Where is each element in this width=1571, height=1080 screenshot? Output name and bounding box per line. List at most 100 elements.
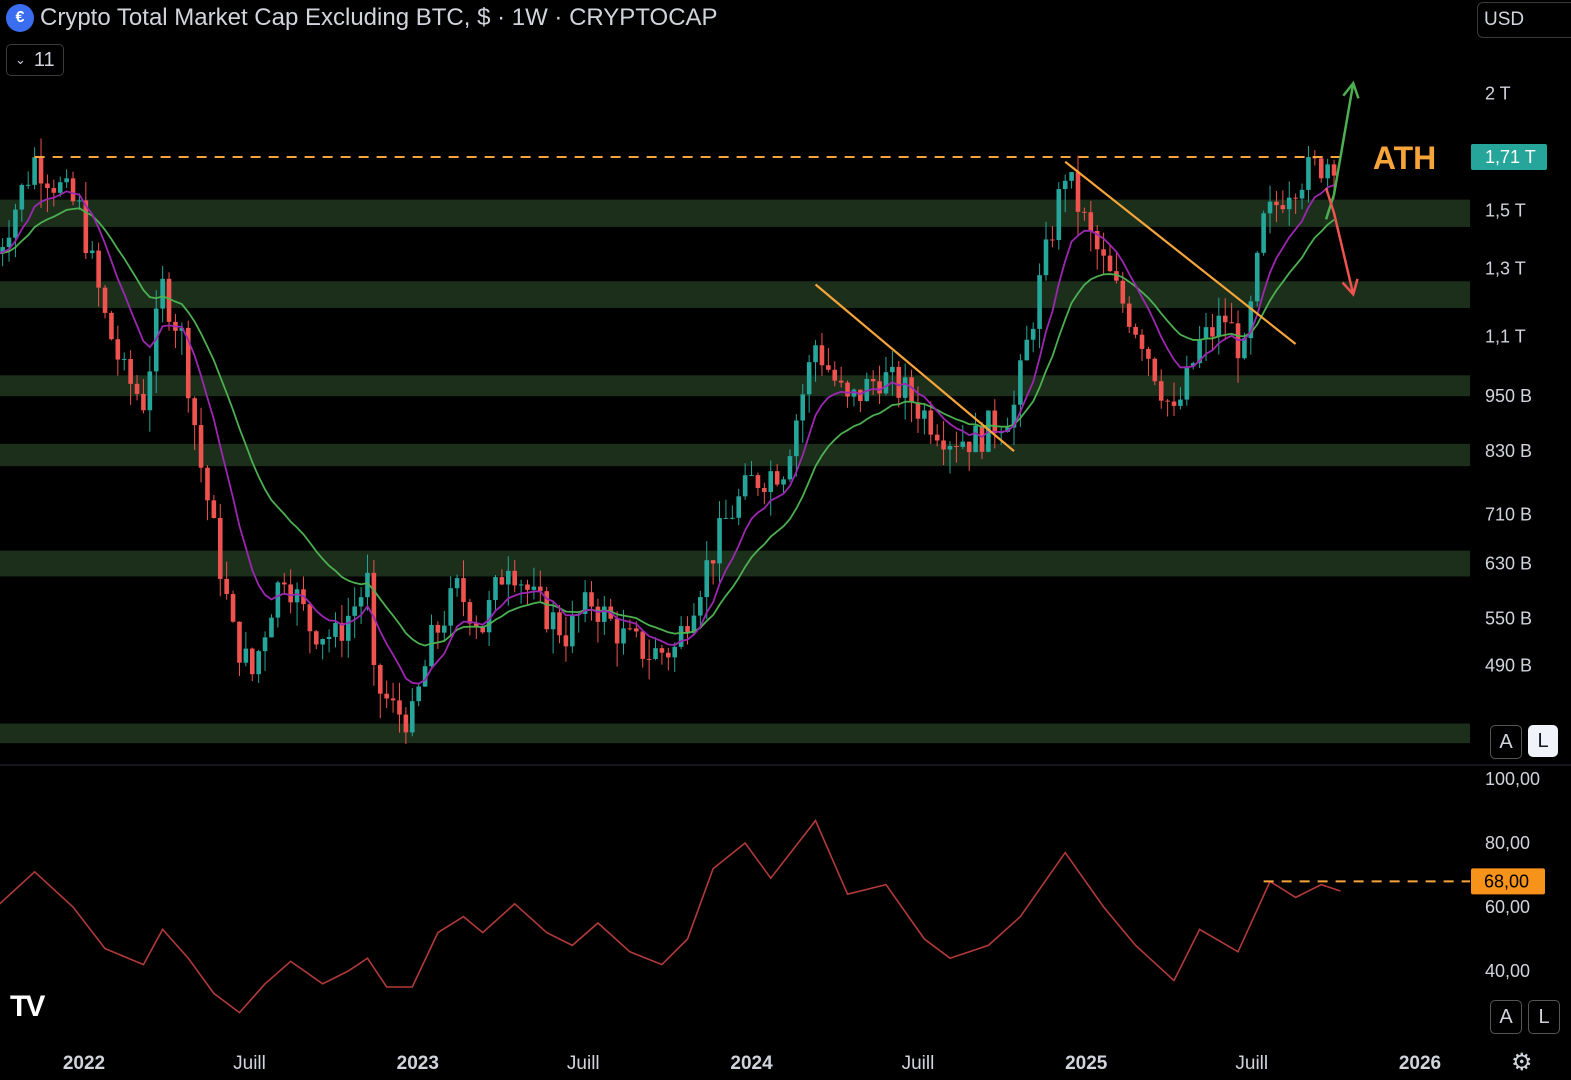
auto-scale-button-rsi[interactable]: A	[1490, 1000, 1522, 1034]
candle-body	[32, 157, 37, 185]
candle-body	[441, 625, 447, 633]
candle-body	[243, 648, 249, 663]
candle-body	[947, 446, 953, 450]
candle-body	[762, 488, 767, 493]
log-scale-button-rsi[interactable]: L	[1528, 1000, 1560, 1034]
price-axis-label: 490 B	[1485, 656, 1532, 676]
last-price-label: 1,71 T	[1485, 147, 1536, 167]
candle-body	[941, 440, 946, 450]
candle-body	[621, 628, 626, 644]
candle-body	[1203, 327, 1209, 340]
candle-body	[6, 237, 12, 248]
candle-body	[723, 517, 729, 519]
price-axis-label: 950 B	[1485, 386, 1532, 406]
ema-fast-line	[0, 184, 1335, 685]
auto-scale-button[interactable]: A	[1490, 725, 1522, 759]
candle-body	[102, 287, 108, 313]
candle-body	[1082, 211, 1087, 213]
candle-body	[422, 666, 428, 687]
time-axis-label: Juill	[902, 1053, 935, 1074]
candle-body	[352, 606, 357, 616]
candle-body	[704, 560, 710, 598]
candle-body	[1101, 249, 1106, 256]
candle-body	[45, 183, 50, 189]
price-axis-label: 2 T	[1485, 83, 1511, 103]
candle-body	[179, 327, 185, 331]
candle-body	[698, 597, 703, 616]
candle-body	[1005, 427, 1010, 432]
time-axis-label: 2022	[63, 1053, 105, 1074]
price-axis-label: 1,5 T	[1485, 200, 1526, 220]
candle-body	[640, 631, 646, 659]
candle-body	[742, 475, 748, 497]
candle-body	[83, 200, 89, 254]
arrow-path	[1324, 82, 1355, 220]
candle-body	[691, 615, 697, 634]
candle-body	[589, 592, 594, 607]
candle-body	[1088, 212, 1094, 232]
arrow-path	[1324, 187, 1355, 295]
candle-body	[345, 615, 351, 641]
bearish-arrow	[1324, 187, 1359, 297]
time-axis-label: Juill	[233, 1053, 266, 1074]
candle-body	[307, 604, 313, 632]
rsi-axis-label: 40,00	[1485, 961, 1530, 981]
log-scale-button[interactable]: L	[1528, 725, 1558, 757]
candle-body	[320, 639, 325, 645]
currency-select[interactable]: USD ⌄	[1477, 2, 1571, 38]
candle-body	[198, 425, 204, 468]
candle-body	[1254, 252, 1260, 302]
candle-body	[1299, 189, 1305, 199]
candle-body	[1062, 180, 1068, 190]
settings-gear-icon[interactable]: ⚙	[1511, 1049, 1533, 1076]
candle-body	[922, 410, 927, 419]
candle-body	[550, 612, 556, 630]
candle-body	[966, 441, 972, 453]
candle-body	[973, 425, 978, 453]
candle-body	[326, 636, 332, 640]
candle-body	[896, 366, 902, 398]
candle-body	[1274, 201, 1279, 206]
candle-body	[1158, 381, 1164, 401]
candle-body	[473, 623, 479, 627]
candle-body	[358, 597, 364, 607]
candle-body	[634, 628, 639, 632]
candle-body	[339, 622, 345, 641]
candle-body	[397, 700, 402, 715]
candle-body	[602, 606, 607, 622]
candle-body	[806, 362, 812, 395]
candle-body	[1331, 164, 1337, 176]
candle-body	[377, 665, 383, 694]
candle-body	[64, 178, 69, 183]
candle-body	[403, 714, 409, 733]
trendline	[814, 283, 1015, 452]
time-axis-label: 2023	[397, 1053, 439, 1074]
candle-body	[781, 479, 786, 485]
candle-body	[1050, 239, 1055, 241]
time-axis-label: Juill	[1235, 1053, 1268, 1074]
candle-body	[755, 475, 761, 489]
candle-body	[1094, 231, 1100, 250]
candle-body	[614, 618, 620, 644]
candle-body	[1126, 303, 1132, 327]
candle-body	[582, 592, 588, 614]
candle-body	[1280, 205, 1286, 210]
candle-body	[224, 578, 229, 595]
candle-body	[570, 614, 575, 647]
tradingview-logo: TV	[10, 990, 45, 1023]
rsi-axis-label: 100,00	[1485, 769, 1540, 789]
candle-body	[51, 188, 57, 193]
candle-body	[877, 381, 882, 394]
crypto-icon: €	[6, 4, 34, 32]
candle-body	[826, 365, 831, 370]
candle-body	[1146, 348, 1151, 359]
candle-body	[1165, 400, 1170, 402]
indicators-toggle[interactable]: ⌄ 11	[6, 44, 64, 76]
candle-body	[819, 345, 825, 366]
candle-body	[211, 500, 217, 519]
candle-body	[749, 475, 754, 477]
candle-body	[109, 312, 114, 340]
last-price-tag	[1471, 144, 1547, 170]
support-zone	[0, 443, 1470, 467]
